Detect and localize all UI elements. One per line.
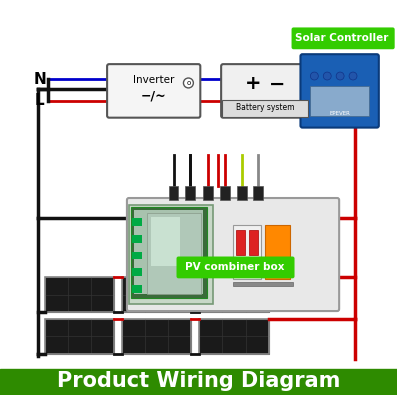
Circle shape: [336, 72, 344, 80]
Circle shape: [323, 72, 331, 80]
Text: +: +: [245, 75, 262, 93]
Bar: [151, 217, 180, 266]
Bar: [45, 278, 114, 312]
Bar: [199, 278, 269, 312]
Bar: [147, 213, 201, 294]
Bar: [132, 235, 142, 243]
Bar: [132, 218, 142, 226]
Bar: [236, 230, 245, 254]
Bar: [45, 319, 114, 354]
FancyBboxPatch shape: [292, 27, 395, 49]
Bar: [233, 282, 292, 286]
Bar: [310, 86, 369, 116]
Bar: [168, 186, 178, 200]
Bar: [45, 319, 114, 354]
Bar: [249, 230, 258, 254]
Bar: [122, 278, 191, 312]
Bar: [233, 225, 261, 279]
FancyBboxPatch shape: [221, 64, 309, 118]
Bar: [220, 186, 230, 200]
Text: PV combiner box: PV combiner box: [185, 262, 285, 272]
Bar: [265, 225, 290, 279]
Text: Battery system: Battery system: [236, 103, 294, 112]
Bar: [122, 278, 191, 312]
Bar: [134, 210, 203, 294]
Bar: [122, 319, 191, 354]
Bar: [129, 205, 213, 304]
Bar: [237, 186, 247, 200]
FancyBboxPatch shape: [300, 54, 379, 127]
Bar: [132, 285, 142, 293]
Bar: [186, 186, 195, 200]
Text: −/~: −/~: [141, 89, 166, 102]
Bar: [253, 186, 263, 200]
Bar: [0, 368, 397, 395]
Text: L: L: [35, 93, 44, 108]
Text: Product Wiring Diagram: Product Wiring Diagram: [57, 372, 340, 391]
Bar: [131, 207, 207, 298]
Bar: [132, 252, 142, 260]
Text: Solar Controller: Solar Controller: [296, 33, 389, 43]
Bar: [132, 268, 142, 276]
Bar: [45, 278, 114, 312]
FancyBboxPatch shape: [222, 100, 308, 117]
Bar: [199, 319, 269, 354]
Text: o: o: [186, 80, 190, 86]
FancyBboxPatch shape: [107, 64, 200, 118]
FancyBboxPatch shape: [127, 198, 339, 311]
Text: −: −: [269, 75, 285, 93]
Text: EPEVER: EPEVER: [329, 111, 350, 116]
Circle shape: [310, 72, 318, 80]
Text: Inverter: Inverter: [133, 75, 174, 85]
Bar: [199, 319, 269, 354]
FancyBboxPatch shape: [176, 256, 294, 278]
Circle shape: [184, 78, 193, 88]
Circle shape: [349, 72, 357, 80]
Bar: [199, 278, 269, 312]
Bar: [122, 319, 191, 354]
Text: N: N: [33, 71, 46, 87]
Bar: [203, 186, 213, 200]
